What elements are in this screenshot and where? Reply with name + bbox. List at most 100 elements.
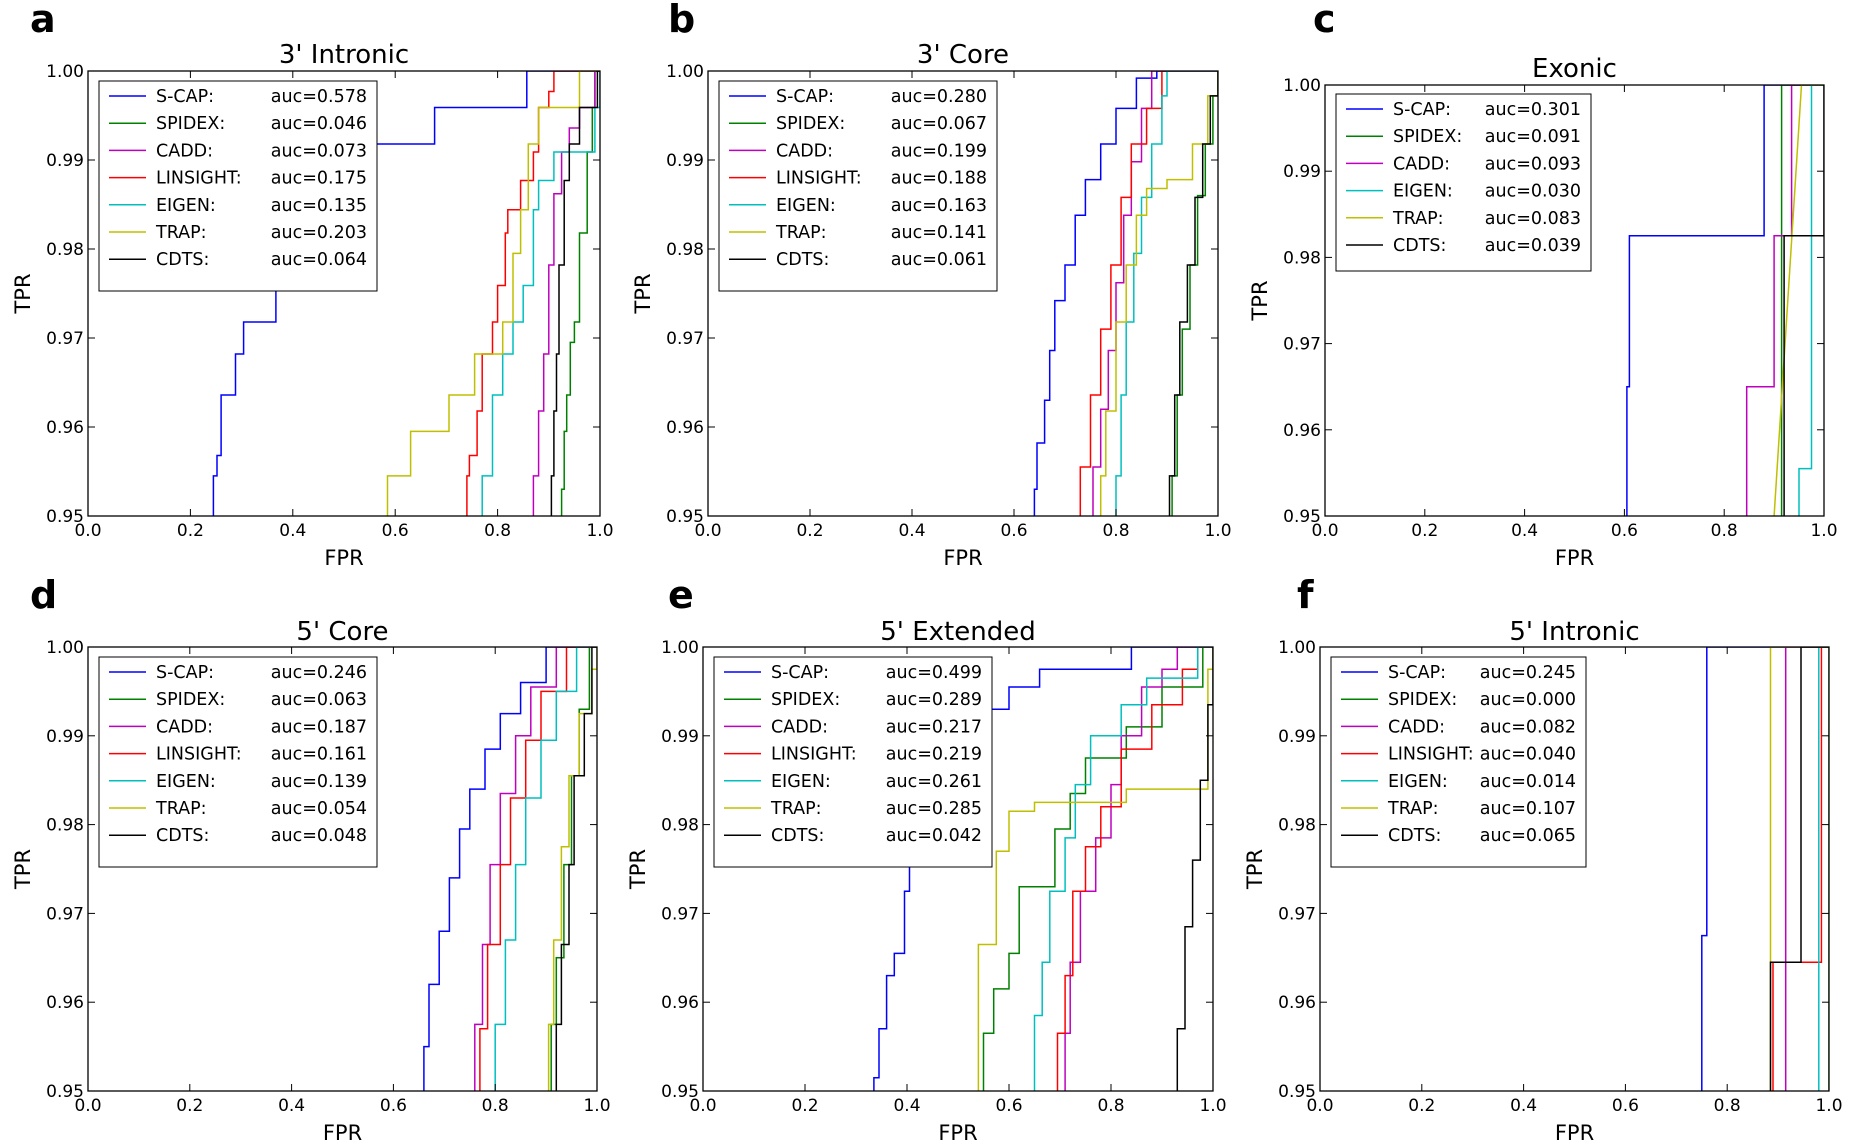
y-axis-label: TPR [1248,280,1272,321]
legend-name: LINSIGHT: [156,745,242,765]
legend-auc: auc=0.141 [891,223,987,243]
y-tick-label: 0.99 [46,151,84,171]
y-tick-label: 0.97 [46,904,84,924]
legend-auc: auc=0.067 [891,114,987,134]
y-tick-label: 0.97 [1283,335,1321,355]
x-tick-label: 0.2 [1408,1096,1435,1116]
legend-name: SPIDEX: [156,690,225,710]
legend-auc: auc=0.217 [886,717,982,737]
y-tick-label: 0.97 [666,329,704,349]
legend-name: S-CAP: [156,663,214,683]
y-axis-label: TPR [11,849,35,890]
panel-d: d 5' Core 0.0 0.2 0.4 0.6 0.8 1.0 0.95 0.96 0.97 0.… [11,573,611,1141]
legend-auc: auc=0.578 [271,87,367,107]
y-tick-label: 0.96 [46,418,84,438]
chart-title: 5' Extended [880,617,1035,647]
legend-name: CDTS: [776,250,829,270]
x-tick-label: 0.6 [1000,521,1027,541]
panel-b: b 3' Core 0.0 0.2 0.4 0.6 0.8 1.0 0.95 0.96 0.97 0.… [631,0,1232,570]
series-line-linsight [1079,71,1218,516]
series-line-eigen [494,647,597,1091]
legend-auc: auc=0.042 [886,826,982,846]
legend-name: SPIDEX: [156,114,225,134]
legend-auc: auc=0.082 [1480,717,1576,737]
panel-letter: d [30,573,57,617]
y-tick-label: 0.97 [661,904,699,924]
legend-auc: auc=0.000 [1480,690,1576,710]
series-group [1626,85,1824,516]
x-tick-label: 0.8 [482,1096,509,1116]
legend: S-CAP: auc=0.280 SPIDEX: auc=0.067 CADD: auc=… [718,80,998,292]
series-line-spidex [1780,85,1824,516]
series-line-s-cap [1701,647,1829,1091]
chart-title: 5' Core [296,617,388,647]
y-tick-label: 1.00 [46,62,84,82]
x-axis-label: FPR [324,546,363,570]
legend-auc: auc=0.285 [886,799,982,819]
x-tick-label: 1.0 [1204,521,1231,541]
x-axis-label: FPR [938,1121,977,1141]
legend-name: S-CAP: [1393,100,1451,120]
x-tick-label: 0.4 [278,1096,305,1116]
x-axis-label: FPR [323,1121,362,1141]
legend-name: LINSIGHT: [156,169,242,189]
x-tick-label: 0.6 [1612,1096,1639,1116]
y-tick-label: 0.98 [1283,248,1321,268]
y-tick-label: 1.00 [661,638,699,658]
x-tick-label: 0.2 [791,1096,818,1116]
legend-auc: auc=0.187 [271,717,367,737]
legend-name: TRAP: [1387,799,1439,819]
legend-name: TRAP: [1392,209,1444,229]
series-line-spidex [982,647,1213,1091]
legend-auc: auc=0.199 [891,141,987,161]
x-tick-label: 0.2 [1411,521,1438,541]
series-line-cdts [550,71,600,516]
legend-name: S-CAP: [771,663,829,683]
series-line-cadd [1092,71,1218,516]
x-axis-label: FPR [943,546,982,570]
series-line-s-cap [212,71,600,516]
x-tick-label: 0.8 [1711,521,1738,541]
series-line-cadd [474,647,597,1091]
panel-a: a 3' Intronic 0.0 0.2 0.4 0.6 0.8 1.0 0.95 0.96 0.… [11,0,614,570]
legend-auc: auc=0.175 [271,169,367,189]
legend-auc: auc=0.246 [271,663,367,683]
legend-name: CADD: [1388,717,1445,737]
series-line-s-cap [1626,85,1824,516]
x-tick-label: 0.4 [1511,521,1538,541]
legend-auc: auc=0.061 [891,250,987,270]
legend-name: CDTS: [156,250,209,270]
legend-auc: auc=0.188 [891,169,987,189]
legend-auc: auc=0.139 [271,772,367,792]
series-group [1701,647,1829,1091]
y-tick-label: 0.95 [661,1082,699,1102]
panel-letter: b [668,0,695,41]
y-axis-label: TPR [626,849,650,890]
x-tick-label: 1.0 [586,521,613,541]
legend-name: SPIDEX: [1388,690,1457,710]
x-tick-label: 0.6 [995,1096,1022,1116]
legend-name: LINSIGHT: [771,745,857,765]
legend-name: CADD: [776,141,833,161]
series-line-trap [977,647,1213,1091]
y-tick-label: 0.95 [46,507,84,527]
legend-box [1335,93,1592,272]
legend-name: TRAP: [770,799,822,819]
series-line-trap [386,71,600,516]
y-tick-label: 0.95 [666,507,704,527]
series-line-cadd [1745,85,1824,516]
x-tick-label: 0.8 [484,521,511,541]
x-tick-label: 0.2 [176,1096,203,1116]
y-tick-label: 0.96 [666,418,704,438]
legend-auc: auc=0.301 [1485,100,1581,120]
x-tick-label: 0.0 [74,521,101,541]
legend: S-CAP: auc=0.578 SPIDEX: auc=0.046 CADD: auc=… [98,80,378,292]
x-tick-label: 0.0 [74,1096,101,1116]
legend-auc: auc=0.030 [1485,182,1581,202]
x-tick-label: 1.0 [1815,1096,1842,1116]
x-tick-label: 1.0 [583,1096,610,1116]
x-tick-label: 0.0 [1311,521,1338,541]
legend-box [718,80,998,292]
legend-name: CADD: [156,717,213,737]
legend: S-CAP: auc=0.301 SPIDEX: auc=0.091 CADD: auc=… [1335,93,1592,272]
